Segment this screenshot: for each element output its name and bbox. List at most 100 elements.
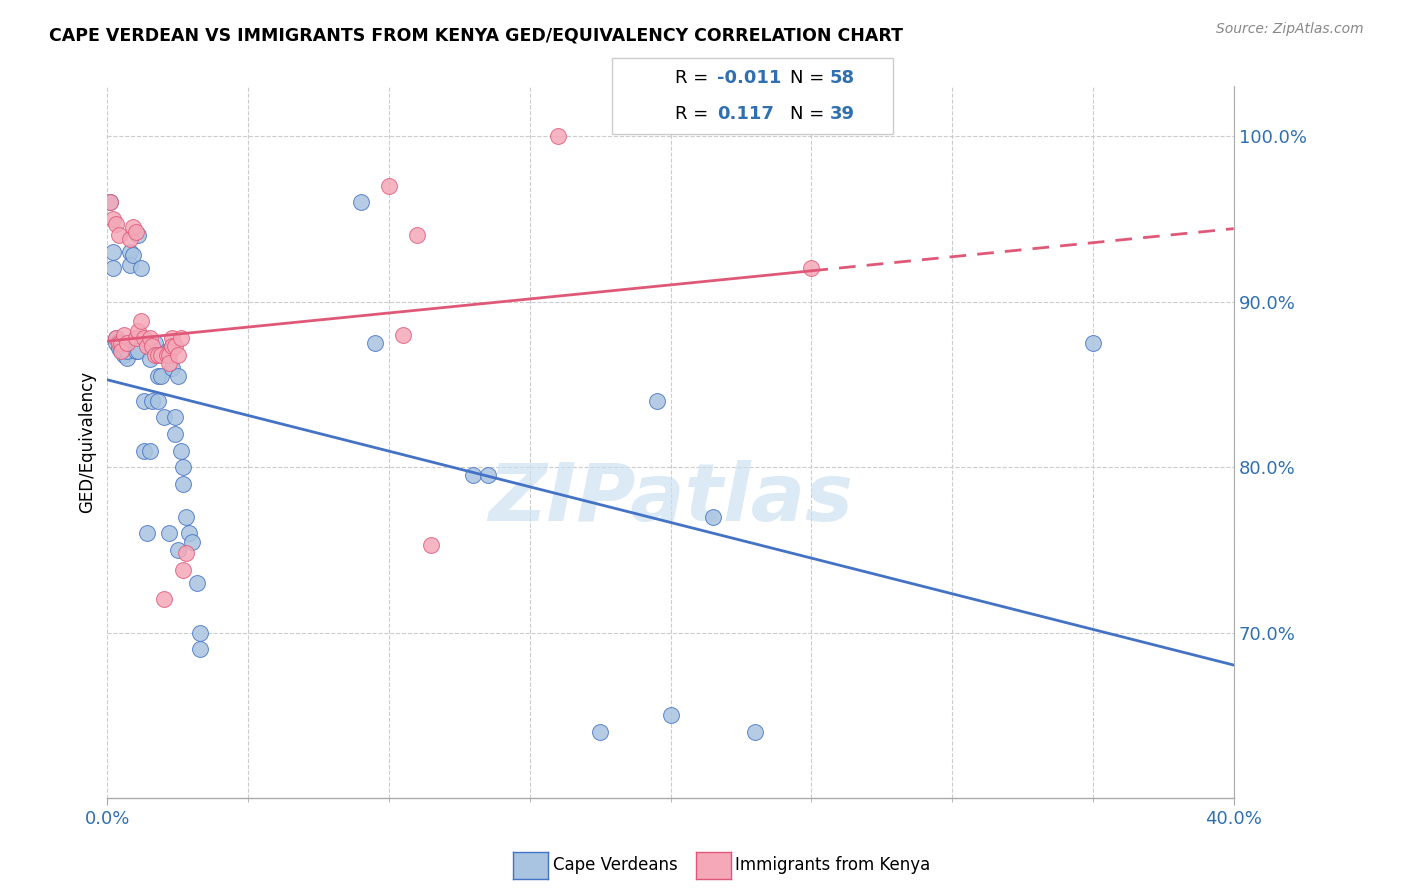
Point bbox=[127, 344, 149, 359]
Point bbox=[124, 225, 146, 239]
Point bbox=[172, 563, 194, 577]
Point bbox=[132, 393, 155, 408]
Point bbox=[702, 509, 724, 524]
Text: CAPE VERDEAN VS IMMIGRANTS FROM KENYA GED/EQUIVALENCY CORRELATION CHART: CAPE VERDEAN VS IMMIGRANTS FROM KENYA GE… bbox=[49, 27, 903, 45]
Point bbox=[188, 642, 211, 657]
Point bbox=[110, 335, 132, 350]
Point bbox=[124, 344, 146, 359]
Point bbox=[152, 592, 174, 607]
Point bbox=[149, 347, 172, 361]
Point bbox=[143, 335, 166, 350]
Point bbox=[101, 261, 124, 276]
Point bbox=[104, 335, 127, 350]
Point bbox=[107, 228, 129, 243]
Point bbox=[107, 335, 129, 350]
Point bbox=[160, 331, 183, 345]
Point bbox=[115, 344, 138, 359]
Point bbox=[124, 331, 146, 345]
Point bbox=[118, 244, 141, 259]
Point bbox=[645, 393, 668, 408]
Point bbox=[392, 327, 415, 342]
Point bbox=[744, 725, 766, 739]
Point bbox=[800, 261, 823, 276]
Point bbox=[174, 546, 197, 560]
Point bbox=[350, 195, 373, 210]
Point bbox=[110, 344, 132, 359]
Point bbox=[163, 339, 186, 353]
Point bbox=[115, 351, 138, 365]
Point bbox=[477, 468, 499, 483]
Point bbox=[152, 410, 174, 425]
Point bbox=[146, 347, 169, 361]
Point bbox=[104, 331, 127, 345]
Point bbox=[155, 347, 177, 361]
Text: -0.011: -0.011 bbox=[717, 69, 782, 87]
Point bbox=[127, 228, 149, 243]
Point bbox=[166, 369, 188, 384]
Point bbox=[177, 526, 200, 541]
Point bbox=[463, 468, 485, 483]
Point bbox=[420, 538, 443, 552]
Point bbox=[129, 314, 152, 328]
Point bbox=[101, 211, 124, 226]
Point bbox=[155, 344, 177, 359]
Point bbox=[132, 443, 155, 458]
Point bbox=[157, 344, 180, 359]
Point bbox=[135, 339, 157, 353]
Point bbox=[659, 708, 682, 723]
Point bbox=[112, 327, 135, 342]
Point bbox=[112, 347, 135, 361]
Point bbox=[143, 347, 166, 361]
Point bbox=[547, 128, 569, 143]
Point bbox=[180, 534, 202, 549]
Text: 0.117: 0.117 bbox=[717, 105, 773, 123]
Point bbox=[135, 526, 157, 541]
Point bbox=[104, 331, 127, 345]
Point bbox=[589, 725, 612, 739]
Text: R =: R = bbox=[675, 69, 714, 87]
Text: Cape Verdeans: Cape Verdeans bbox=[553, 856, 678, 874]
Point bbox=[110, 335, 132, 350]
Point bbox=[141, 339, 163, 353]
Point bbox=[112, 343, 135, 357]
Point bbox=[172, 460, 194, 475]
Point bbox=[172, 476, 194, 491]
Point bbox=[132, 331, 155, 345]
Point bbox=[188, 625, 211, 640]
Text: N =: N = bbox=[790, 105, 830, 123]
Point bbox=[141, 393, 163, 408]
Point bbox=[378, 178, 401, 193]
Point bbox=[174, 509, 197, 524]
Point bbox=[107, 341, 129, 355]
Point bbox=[129, 261, 152, 276]
Point bbox=[127, 324, 149, 338]
Point bbox=[110, 344, 132, 359]
Point bbox=[169, 443, 191, 458]
Point bbox=[138, 443, 160, 458]
Point bbox=[1081, 335, 1104, 350]
Point bbox=[118, 258, 141, 272]
Point bbox=[157, 356, 180, 370]
Y-axis label: GED/Equivalency: GED/Equivalency bbox=[79, 371, 96, 513]
Text: 39: 39 bbox=[830, 105, 855, 123]
Text: 58: 58 bbox=[830, 69, 855, 87]
Text: Source: ZipAtlas.com: Source: ZipAtlas.com bbox=[1216, 22, 1364, 37]
Text: R =: R = bbox=[675, 105, 720, 123]
Point bbox=[121, 248, 143, 262]
Point bbox=[146, 393, 169, 408]
Point bbox=[146, 369, 169, 384]
Point bbox=[166, 347, 188, 361]
Point bbox=[157, 347, 180, 361]
Point bbox=[104, 217, 127, 231]
Point bbox=[160, 339, 183, 353]
Point bbox=[157, 526, 180, 541]
Point bbox=[138, 331, 160, 345]
Text: Immigrants from Kenya: Immigrants from Kenya bbox=[735, 856, 931, 874]
Point bbox=[163, 427, 186, 442]
Point bbox=[166, 542, 188, 557]
Point bbox=[406, 228, 429, 243]
Text: ZIPatlas: ZIPatlas bbox=[488, 460, 853, 538]
Point bbox=[118, 232, 141, 246]
Point bbox=[169, 331, 191, 345]
Point bbox=[98, 195, 121, 210]
